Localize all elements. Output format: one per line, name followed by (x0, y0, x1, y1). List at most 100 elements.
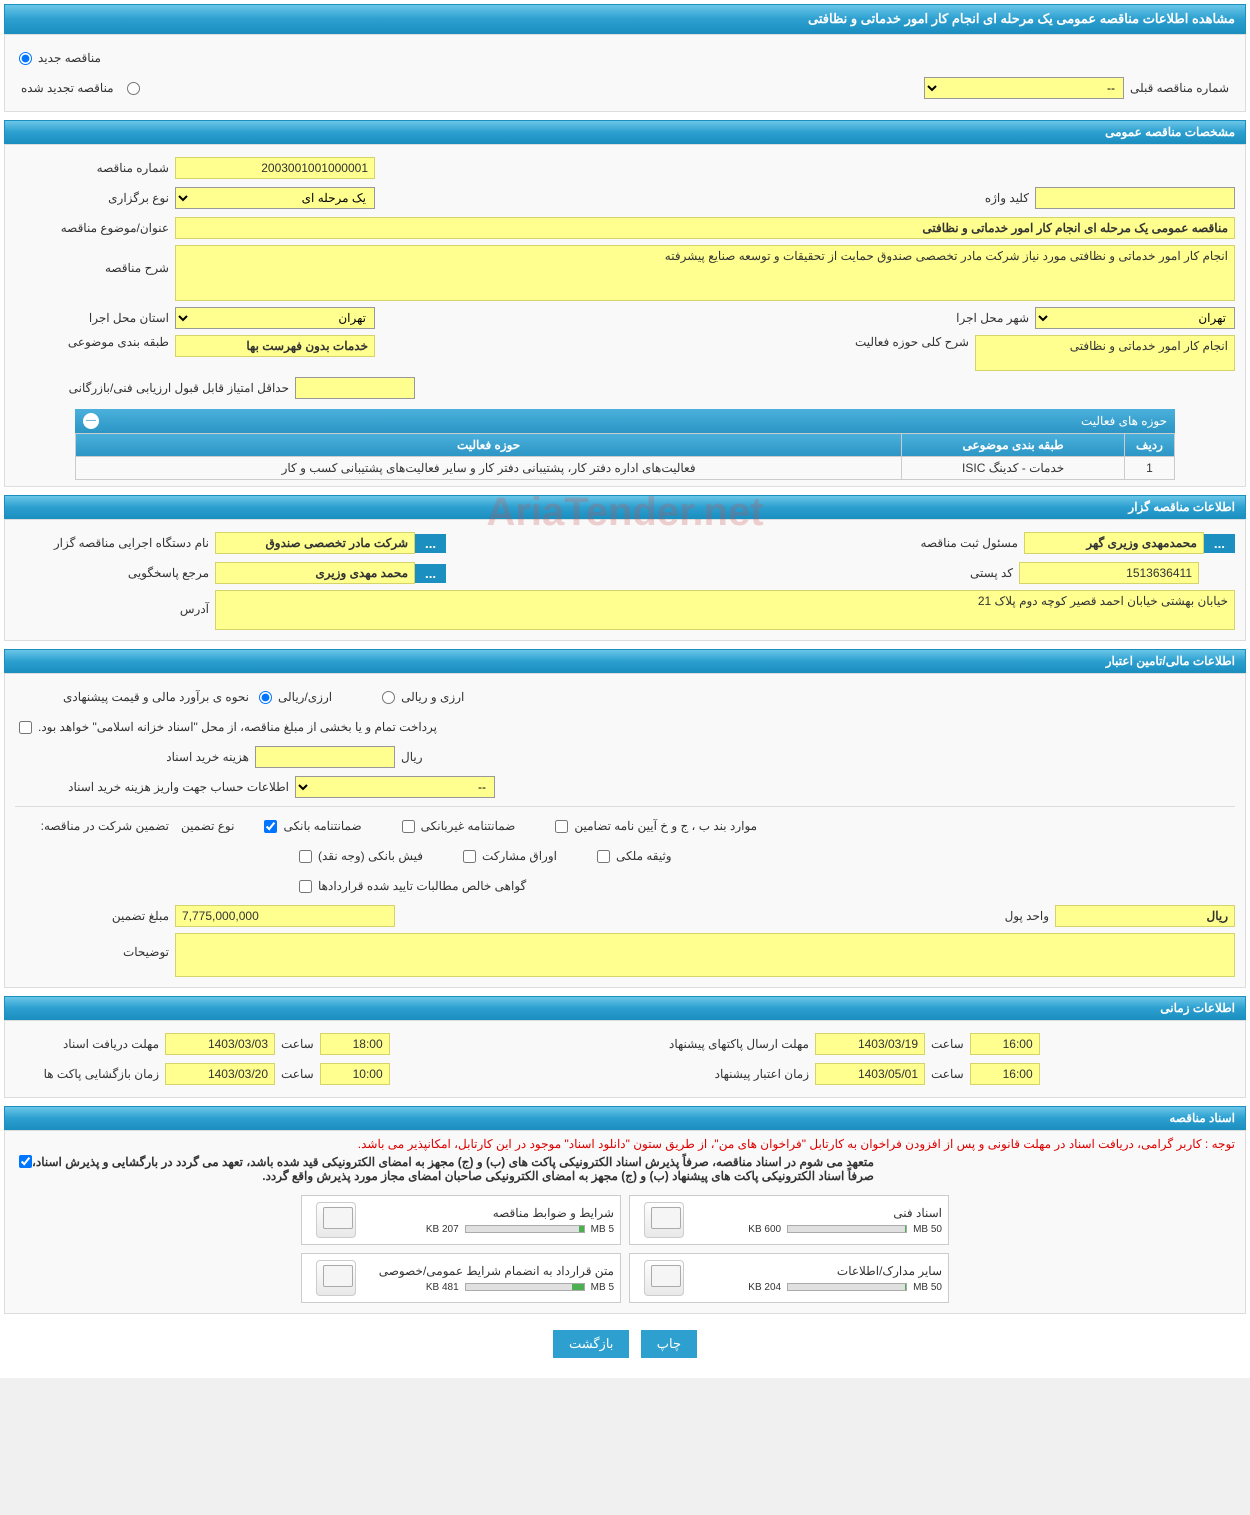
folder-icon (316, 1202, 356, 1238)
registrant-value: محمدمهدی وزیری گهر (1024, 532, 1204, 554)
collapse-icon[interactable]: — (83, 413, 99, 429)
notes-value (175, 933, 1235, 977)
doc-used: 207 KB (426, 1224, 459, 1235)
desc-value: انجام کار امور خدماتی و نظافتی مورد نیاز… (175, 245, 1235, 301)
g-securities-checkbox[interactable] (463, 850, 476, 863)
organizer-section-header: اطلاعات مناقصه گزار (4, 495, 1246, 519)
activity-table: ردیف طبقه بندی موضوعی حوزه فعالیت 1 خدما… (75, 433, 1175, 480)
folder-icon (644, 1260, 684, 1296)
unit-label: واحد پول (999, 909, 1055, 923)
treasury-note: پرداخت تمام و یا بخشی از مبلغ مناقصه، از… (32, 720, 443, 734)
g-bylaw-label: موارد بند ب ، ج و خ آیین نامه تضامین (568, 819, 763, 833)
classification-value: خدمات بدون فهرست بها (175, 335, 375, 357)
prev-number-select[interactable]: -- (924, 77, 1124, 99)
amount-label: مبلغ تضمین (15, 909, 175, 923)
print-button[interactable]: چاپ (641, 1330, 697, 1358)
cost-unit: ریال (395, 750, 429, 764)
submit-date: 1403/03/19 (815, 1033, 925, 1055)
col-classification: طبقه بندی موضوعی (902, 434, 1125, 457)
g-bank-checkbox[interactable] (264, 820, 277, 833)
address-value: خیابان بهشتی خیابان احمد قصیر کوچه دوم پ… (215, 590, 1235, 630)
time-section-header: اطلاعات زمانی (4, 996, 1246, 1020)
type-select[interactable]: یک مرحله ای (175, 187, 375, 209)
rial-radio[interactable] (259, 691, 272, 704)
g-nonbank-checkbox[interactable] (402, 820, 415, 833)
submit-time: 16:00 (970, 1033, 1040, 1055)
hour-label-2: ساعت (275, 1067, 320, 1081)
org-ellipsis-button[interactable]: ... (415, 534, 446, 553)
both-label: ارزی و ریالی (395, 690, 470, 704)
min-score-input[interactable] (295, 377, 415, 399)
doc-file-name: سایر مدارک/اطلاعات (684, 1264, 942, 1278)
city-select[interactable]: تهران (1035, 307, 1235, 329)
subject-label: عنوان/موضوع مناقصه (15, 221, 175, 235)
registrant-ellipsis-button[interactable]: ... (1204, 534, 1235, 553)
account-label: اطلاعات حساب جهت واریز هزینه خرید اسناد (15, 780, 295, 794)
postal-value: 1513636411 (1019, 562, 1199, 584)
province-label: استان محل اجرا (15, 311, 175, 325)
doc-file-name: متن قرارداد به انضمام شرایط عمومی/خصوصی (356, 1264, 614, 1278)
doc-used: 600 KB (748, 1224, 781, 1235)
prev-number-label: شماره مناقصه قبلی (1124, 81, 1235, 95)
validity-label: زمان اعتبار پیشنهاد (635, 1067, 815, 1081)
g-bylaw-checkbox[interactable] (555, 820, 568, 833)
org-label: نام دستگاه اجرایی مناقصه گزار (15, 536, 215, 550)
g-cash-checkbox[interactable] (299, 850, 312, 863)
renewed-tender-radio[interactable] (127, 82, 140, 95)
amount-value: 7,775,000,000 (175, 905, 395, 927)
back-button[interactable]: بازگشت (553, 1330, 629, 1358)
rial-label: ارزی/ریالی (272, 690, 338, 704)
col-row: ردیف (1125, 434, 1175, 457)
notes-label: توضیحات (15, 933, 175, 959)
validity-date: 1403/05/01 (815, 1063, 925, 1085)
activity-desc-value: انجام کار امور خدماتی و نظافتی (975, 335, 1235, 371)
hour-label-1: ساعت (275, 1037, 320, 1051)
open-label: زمان بازگشایی پاکت ها (15, 1067, 165, 1081)
general-section-header: مشخصات مناقصه عمومی (4, 120, 1246, 144)
treasury-checkbox[interactable] (19, 721, 32, 734)
g-receivables-checkbox[interactable] (299, 880, 312, 893)
col-activity: حوزه فعالیت (76, 434, 902, 457)
cost-label: هزینه خرید اسناد (15, 750, 255, 764)
commit-checkbox[interactable] (19, 1155, 32, 1168)
g-property-checkbox[interactable] (597, 850, 610, 863)
guarantee-label: تضمین شرکت در مناقصه: (15, 819, 175, 833)
contact-label: مرجع پاسخگویی (15, 566, 215, 580)
cost-input[interactable] (255, 746, 395, 768)
keyword-label: کلید واژه (979, 191, 1035, 205)
new-tender-label: مناقصه جدید (32, 51, 107, 65)
address-label: آدرس (15, 590, 215, 616)
doc-total: 50 MB (913, 1224, 942, 1235)
doc-used: 204 KB (748, 1282, 781, 1293)
doc-file-box[interactable]: شرایط و ضوابط مناقصه 5 MB 207 KB (301, 1195, 621, 1245)
min-score-label: حداقل امتیاز قابل قبول ارزیابی فنی/بازرگ… (15, 381, 295, 395)
table-row: 1 خدمات - کدینگ ISIC فعالیت‌های اداره دف… (76, 457, 1175, 480)
keyword-input[interactable] (1035, 187, 1235, 209)
doc-total: 50 MB (913, 1282, 942, 1293)
guarantee-type-label: نوع تضمین (175, 819, 240, 833)
doc-file-box[interactable]: متن قرارداد به انضمام شرایط عمومی/خصوصی … (301, 1253, 621, 1303)
tender-number-label: شماره مناقصه (15, 161, 175, 175)
new-tender-radio[interactable] (19, 52, 32, 65)
account-select[interactable]: -- (295, 776, 495, 798)
financial-section-header: اطلاعات مالی/تامین اعتبار (4, 649, 1246, 673)
doc-file-box[interactable]: سایر مدارک/اطلاعات 50 MB 204 KB (629, 1253, 949, 1303)
both-radio[interactable] (382, 691, 395, 704)
open-time: 10:00 (320, 1063, 390, 1085)
g-property-label: وثیقه ملکی (610, 849, 678, 863)
activity-areas-header: حوزه های فعالیت — (75, 409, 1175, 433)
province-select[interactable]: تهران (175, 307, 375, 329)
contact-value: محمد مهدی وزیری (215, 562, 415, 584)
commit-note-2: صرفاً اسناد الکترونیکی پاکت های پیشنهاد … (32, 1169, 874, 1183)
folder-icon (316, 1260, 356, 1296)
folder-icon (644, 1202, 684, 1238)
g-nonbank-label: ضمانتنامه غیربانکی (415, 819, 522, 833)
doc-file-name: شرایط و ضوابط مناقصه (356, 1206, 614, 1220)
receive-date: 1403/03/03 (165, 1033, 275, 1055)
validity-time: 16:00 (970, 1063, 1040, 1085)
contact-ellipsis-button[interactable]: ... (415, 564, 446, 583)
doc-total: 5 MB (591, 1224, 614, 1235)
registrant-label: مسئول ثبت مناقصه (915, 536, 1024, 550)
doc-file-box[interactable]: اسناد فنی 50 MB 600 KB (629, 1195, 949, 1245)
type-label: نوع برگزاری (15, 191, 175, 205)
